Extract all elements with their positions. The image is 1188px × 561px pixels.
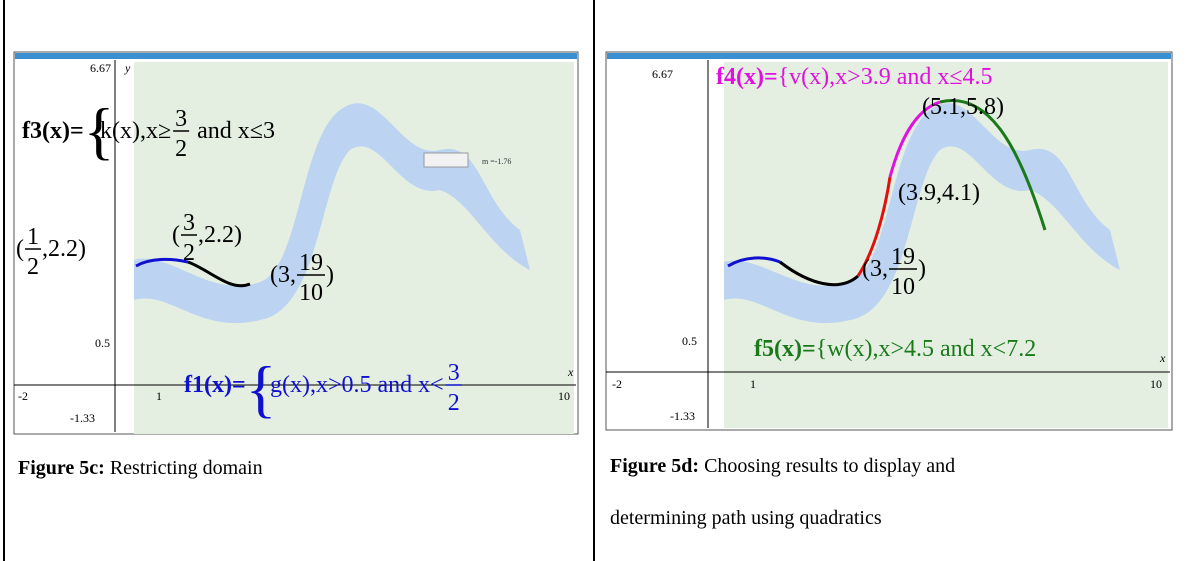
text: 3 xyxy=(175,106,187,132)
text: 1 xyxy=(750,377,756,391)
text: -1.33 xyxy=(670,409,695,423)
text: k(x),x≥ xyxy=(100,118,171,144)
slider-arrows xyxy=(424,153,468,167)
text: g(x),x>0.5 and x< xyxy=(270,372,444,398)
text: 10 xyxy=(1150,377,1162,391)
text: (3, xyxy=(862,256,888,282)
text: 10 xyxy=(299,280,323,306)
text: 0.5 xyxy=(682,334,697,348)
text: f5(x)= xyxy=(754,336,816,362)
document: 6.67y0.5-1.33-2110xf3(x)={k(x),x≥32and x… xyxy=(0,0,1188,561)
text: -2 xyxy=(18,389,28,403)
text: -1.33 xyxy=(70,411,95,425)
text: 2 xyxy=(175,136,187,162)
text: -2 xyxy=(612,377,622,391)
text: ,2.2) xyxy=(42,236,86,262)
text: 10 xyxy=(558,389,570,403)
text: 19 xyxy=(891,244,915,270)
text: ,2.2) xyxy=(198,222,242,248)
text: ( xyxy=(16,236,24,262)
screenshot-right xyxy=(606,52,1172,430)
text: (5.1,5.8) xyxy=(922,94,1004,120)
text: Figure 5c: xyxy=(18,457,105,479)
text: {w(x),x>4.5 and x<7.2 xyxy=(816,336,1037,362)
text: Restricting domain xyxy=(110,457,263,479)
text: 2 xyxy=(183,240,195,266)
text: 1 xyxy=(27,224,39,250)
text: 3 xyxy=(448,360,460,386)
text: (3.9,4.1) xyxy=(898,180,980,206)
text: 6.67 xyxy=(90,61,111,75)
text: x xyxy=(1159,351,1166,365)
top-bar xyxy=(607,53,1171,59)
text: ) xyxy=(918,256,926,282)
text: f4(x)= xyxy=(716,64,778,90)
page: {"left": { "axes": {"ymax": "6.67", "yla… xyxy=(0,0,1188,561)
text: 6.67 xyxy=(652,67,673,81)
text: ( xyxy=(172,222,180,248)
text: f1(x)= xyxy=(184,372,246,398)
top-bar xyxy=(15,53,577,59)
text: determining path using quadratics xyxy=(610,507,882,529)
text: 1 xyxy=(156,389,162,403)
text: 2 xyxy=(27,254,39,280)
text: Choosing results to display and xyxy=(704,455,955,477)
text: m =-1.76 xyxy=(482,157,511,166)
text: 10 xyxy=(891,274,915,300)
text: Figure 5d: xyxy=(610,455,699,477)
text: f3(x)= xyxy=(22,118,84,144)
text: {v(x),x>3.9 and x≤4.5 xyxy=(778,64,993,90)
text: x xyxy=(567,365,574,379)
text: 2 xyxy=(448,390,460,416)
text: ) xyxy=(326,262,334,288)
text: 0.5 xyxy=(95,336,110,350)
text: 19 xyxy=(299,250,323,276)
text: and x≤3 xyxy=(197,118,275,144)
text: y xyxy=(124,61,131,75)
text: 3 xyxy=(183,210,195,236)
text: (3, xyxy=(270,262,296,288)
